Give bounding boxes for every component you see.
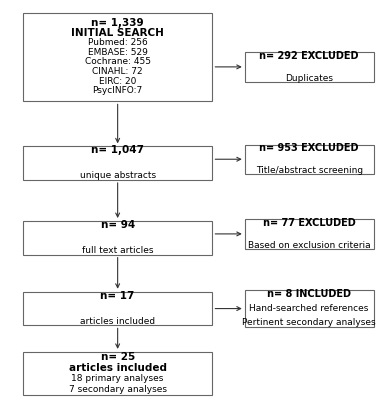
Text: Pertinent secondary analyses: Pertinent secondary analyses — [242, 318, 376, 327]
Bar — [23, 221, 212, 255]
Text: Hand-searched references: Hand-searched references — [250, 304, 369, 313]
Text: Title/abstract screening: Title/abstract screening — [255, 166, 363, 175]
Text: 18 primary analyses: 18 primary analyses — [72, 375, 164, 383]
Bar — [23, 352, 212, 395]
Text: articles included: articles included — [68, 363, 167, 373]
Text: articles included: articles included — [80, 317, 155, 326]
Bar — [245, 52, 374, 82]
Bar — [245, 144, 374, 174]
Bar — [23, 292, 212, 325]
Text: n= 77 EXCLUDED: n= 77 EXCLUDED — [263, 218, 356, 228]
Text: n= 17: n= 17 — [101, 291, 135, 301]
Text: unique abstracts: unique abstracts — [80, 171, 156, 180]
Text: n= 292 EXCLUDED: n= 292 EXCLUDED — [259, 51, 359, 61]
Text: Based on exclusion criteria: Based on exclusion criteria — [248, 241, 370, 249]
Bar — [245, 219, 374, 249]
Text: Pubmed: 256: Pubmed: 256 — [88, 38, 147, 47]
Text: EMBASE: 529: EMBASE: 529 — [88, 48, 147, 57]
Text: n= 1,339: n= 1,339 — [91, 18, 144, 28]
Text: n= 953 EXCLUDED: n= 953 EXCLUDED — [259, 143, 359, 153]
Text: n= 25: n= 25 — [101, 352, 135, 362]
Text: INITIAL SEARCH: INITIAL SEARCH — [71, 28, 164, 38]
Bar — [245, 290, 374, 327]
Text: Cochrane: 455: Cochrane: 455 — [85, 57, 151, 66]
Text: full text articles: full text articles — [82, 246, 153, 255]
Text: CINAHL: 72: CINAHL: 72 — [92, 67, 143, 76]
Text: n= 1,047: n= 1,047 — [91, 146, 144, 156]
Text: n= 94: n= 94 — [101, 220, 135, 230]
Text: 7 secondary analyses: 7 secondary analyses — [68, 385, 167, 394]
Text: Duplicates: Duplicates — [285, 74, 333, 83]
Text: PsycINFO:7: PsycINFO:7 — [92, 86, 143, 95]
Bar — [23, 13, 212, 101]
Bar — [23, 146, 212, 180]
Text: n= 8 INCLUDED: n= 8 INCLUDED — [267, 290, 351, 300]
Text: EIRC: 20: EIRC: 20 — [99, 77, 136, 85]
